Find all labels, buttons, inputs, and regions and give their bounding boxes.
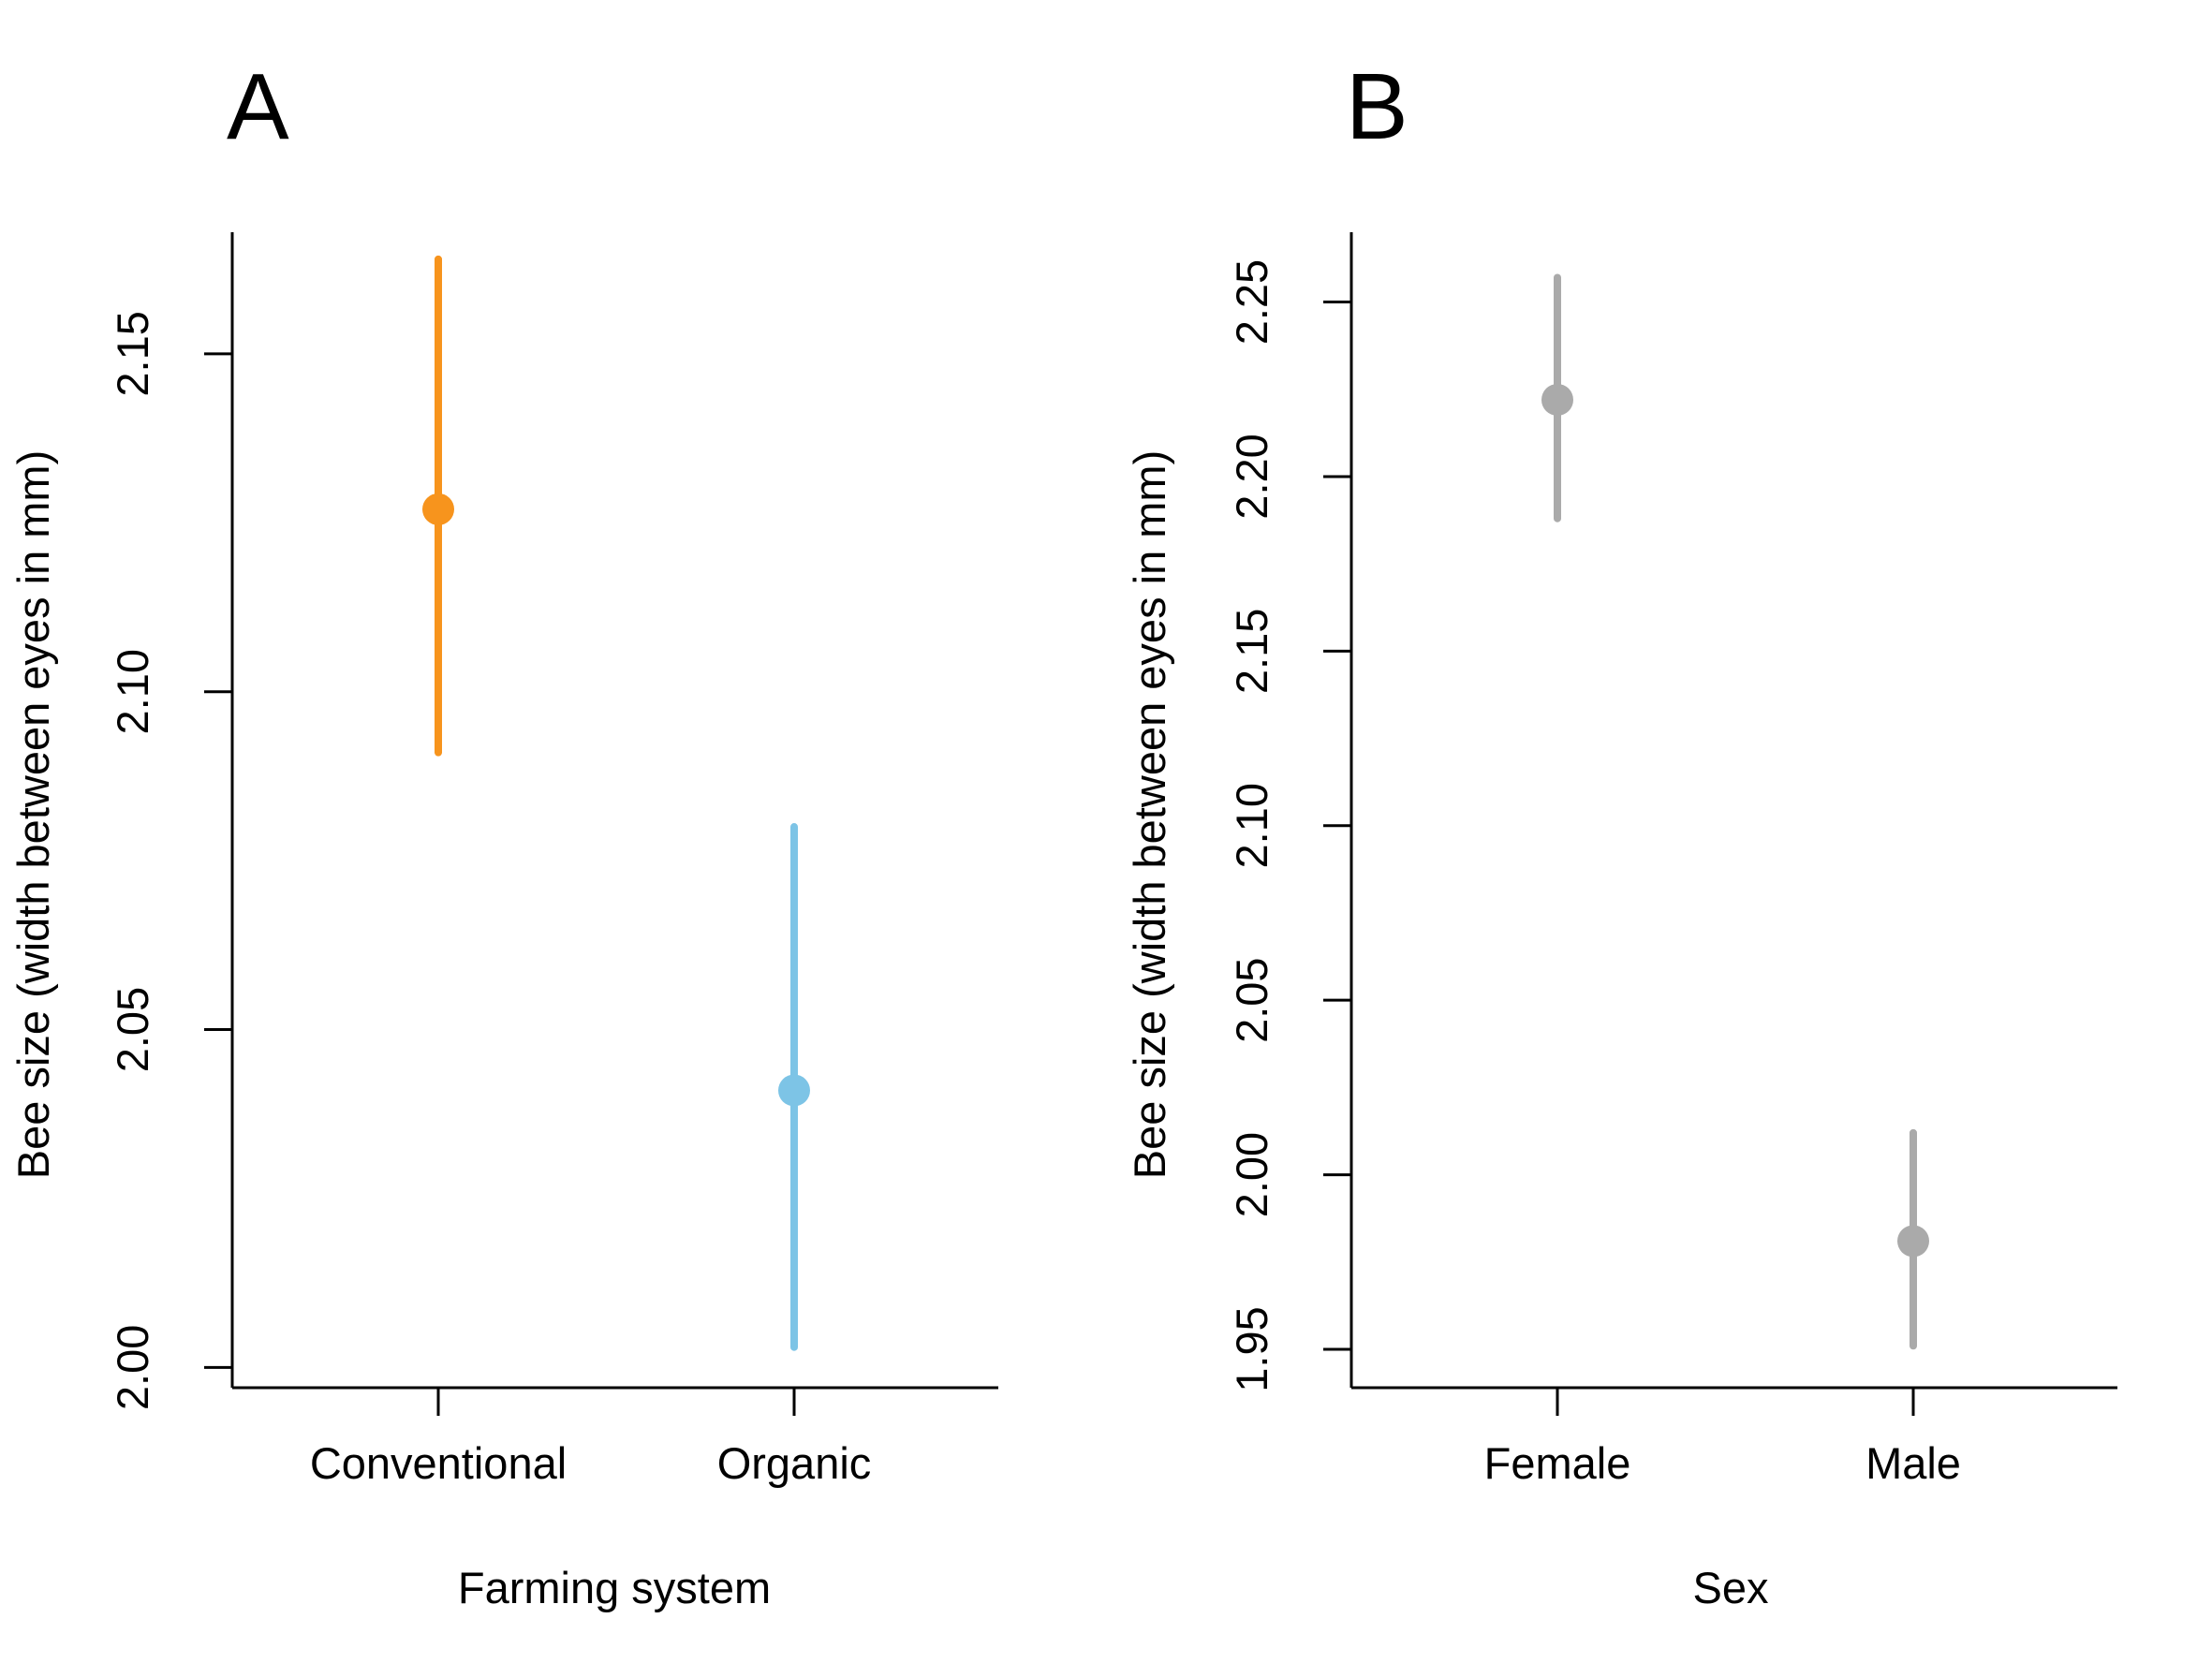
panel-a-y-tick-label: 2.05 <box>108 987 157 1072</box>
panel-b-point-male <box>1897 1225 1929 1258</box>
panel-a-x-axis-label: Farming system <box>458 1563 771 1612</box>
panel-a-point-organic <box>778 1074 810 1107</box>
panel-b-y-tick-label: 2.00 <box>1227 1132 1276 1217</box>
panel-b-y-tick-label: 2.20 <box>1227 434 1276 519</box>
panel-b: B Bee size (width between eyes in mm) Se… <box>1125 54 2117 1612</box>
panel-b-x-axis-label: Sex <box>1693 1563 1769 1612</box>
panel-b-y-tick-label: 2.25 <box>1227 259 1276 345</box>
panel-a-y-tick-label: 2.15 <box>108 311 157 396</box>
panel-b-letter: B <box>1346 54 1408 159</box>
panel-a: A Bee size (width between eyes in mm) Fa… <box>8 54 998 1612</box>
panel-a-y-tick-label: 2.10 <box>108 649 157 734</box>
panel-b-y-axis-label: Bee size (width between eyes in mm) <box>1125 450 1174 1179</box>
panel-a-x-tick-label: Organic <box>717 1438 872 1488</box>
panel-a-letter: A <box>227 54 289 159</box>
panel-a-x-tick-label: Conventional <box>310 1438 567 1488</box>
panel-b-x-tick-label: Female <box>1484 1438 1631 1488</box>
panel-b-y-tick-label: 2.15 <box>1227 609 1276 694</box>
panel-b-y-tick-label: 2.10 <box>1227 783 1276 868</box>
panel-b-y-tick-label: 2.05 <box>1227 957 1276 1042</box>
panel-a-y-tick-label: 2.00 <box>108 1325 157 1410</box>
panel-b-y-tick-label: 1.95 <box>1227 1306 1276 1391</box>
panel-a-y-axis-label: Bee size (width between eyes in mm) <box>8 450 58 1179</box>
panel-b-point-female <box>1541 383 1573 416</box>
panel-b-x-tick-label: Male <box>1865 1438 1961 1488</box>
panel-a-point-conventional <box>422 493 454 525</box>
